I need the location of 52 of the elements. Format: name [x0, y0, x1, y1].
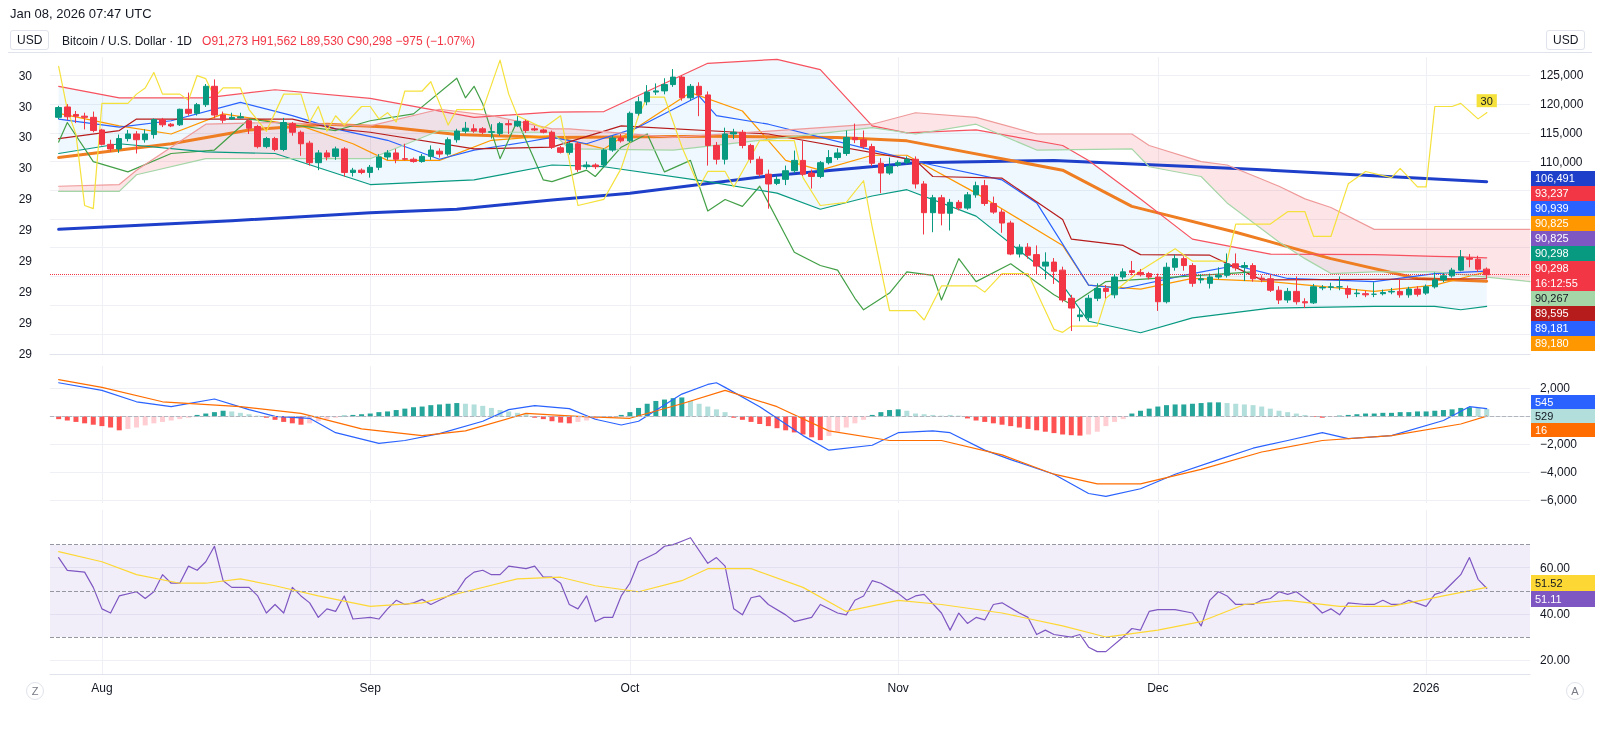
chart-subtitle: O91,273 H91,562 L89,530 C90,298 −975 (−1.07%) — [202, 34, 475, 48]
y-tick-label: 120,000 — [1540, 97, 1584, 112]
y2-tick-label: 29 — [18, 347, 33, 361]
y2-tick-label: 29 — [18, 316, 33, 331]
y-tick-label: −4,000 — [1540, 465, 1578, 480]
text: 90,298 — [1535, 262, 1569, 274]
y2-tick-label: 29 — [18, 192, 33, 207]
data-label: 30 — [1480, 94, 1493, 107]
y-tick-label: 40.00 — [1540, 606, 1571, 621]
y-tick-label: −6,000 — [1540, 493, 1578, 508]
y-tick-label: 125,000 — [1540, 68, 1584, 83]
text: 90,298 — [1535, 247, 1569, 259]
x-tick-label: Sep — [359, 681, 382, 695]
x-tick-label: Nov — [887, 681, 909, 695]
text: 51.52 — [1535, 576, 1563, 589]
y-tick-label: 110,000 — [1540, 154, 1583, 169]
text: 93,237 — [1535, 187, 1569, 199]
text: 89,595 — [1535, 307, 1569, 319]
text: 90,939 — [1535, 202, 1569, 214]
text: 90,825 — [1535, 232, 1569, 244]
text: A — [1566, 682, 1584, 700]
y2-tick-label: 29 — [18, 254, 33, 269]
text: 16:12:55 — [1535, 277, 1578, 289]
x-tick-label: 2026 — [1412, 681, 1440, 695]
x-tick-label: Oct — [620, 681, 640, 695]
chart-title: Bitcoin / U.S. Dollar · 1D — [62, 34, 193, 48]
y-tick-label: −2,000 — [1540, 437, 1578, 452]
y-tick-label: 2,000 — [1540, 381, 1571, 396]
y2-tick-label: 30 — [18, 99, 33, 114]
y2-axis-title: USD — [10, 30, 50, 50]
y-tick-label: 115,000 — [1540, 125, 1583, 140]
text: Z — [26, 682, 44, 700]
y2-tick-label: 30 — [18, 161, 33, 176]
text: 89,180 — [1535, 337, 1569, 349]
x-tick-label: Dec — [1147, 681, 1169, 695]
y2-tick-label: 29 — [18, 285, 33, 300]
text: 545 — [1535, 395, 1554, 408]
text: Jan 08, 2026 07:47 UTC — [10, 6, 152, 21]
y2-tick-label: 30 — [18, 68, 33, 83]
y2-tick-label: 30 — [18, 130, 33, 145]
y-tick-label: 60.00 — [1540, 560, 1571, 575]
text: 89,181 — [1535, 322, 1569, 334]
y-axis-title: USD — [1546, 30, 1586, 50]
x-tick-label: Aug — [91, 681, 113, 695]
text: 51.11 — [1535, 592, 1562, 605]
text: 106,491 — [1535, 172, 1575, 184]
text: 90,825 — [1535, 217, 1569, 229]
y-tick-label: 20.00 — [1540, 653, 1571, 668]
text: 16 — [1535, 423, 1548, 436]
text: 529 — [1535, 409, 1554, 422]
text: 90,267 — [1535, 292, 1569, 304]
y2-tick-label: 29 — [18, 223, 33, 238]
